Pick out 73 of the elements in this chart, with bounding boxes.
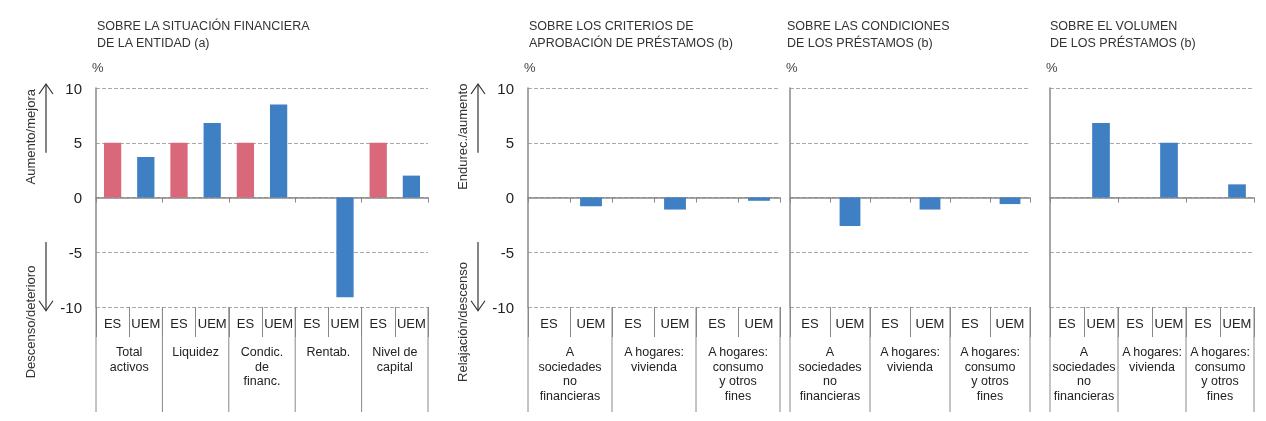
y-axis-title: % <box>786 60 798 75</box>
x-tick-label: UEM <box>995 316 1025 331</box>
x-tick-label: ES <box>303 316 321 331</box>
x-tick-label: ES <box>708 316 726 331</box>
text: A sociedades no financieras <box>538 345 602 403</box>
chart-title: SOBRE LA SITUACIÓN FINANCIERA DE LA ENTIDAD (a) <box>97 17 311 50</box>
text: Nivel de capital <box>372 345 418 374</box>
x-tick-label: UEM <box>330 316 360 331</box>
x-tick-label: ES <box>881 316 899 331</box>
y-tick-label: 5 <box>505 134 514 152</box>
bar <box>203 123 221 198</box>
chart-title: SOBRE EL VOLUMEN DE LOS PRÉSTAMOS (b) <box>1050 18 1196 50</box>
x-tick-label: UEM <box>576 316 606 331</box>
bar <box>236 142 255 198</box>
x-tick-label: ES <box>1126 316 1144 331</box>
bar <box>269 104 288 198</box>
x-tick-label: ES <box>624 316 642 331</box>
y-axis-title: % <box>92 60 104 75</box>
text: Descenso/deterioro <box>22 265 38 379</box>
y-tick-label: -5 <box>68 243 82 261</box>
text: Liquidez <box>172 345 219 360</box>
text: Aumento/mejora <box>22 88 38 185</box>
text: A hogares: vivienda <box>1122 345 1182 374</box>
bar <box>170 142 188 198</box>
bar <box>137 156 155 198</box>
x-tick-label: ES <box>1194 316 1212 331</box>
bar <box>402 175 421 198</box>
x-tick-label: UEM <box>660 316 690 331</box>
x-tick-label: UEM <box>835 316 865 331</box>
x-tick-label: UEM <box>1222 316 1252 331</box>
text: Total activos <box>109 345 149 374</box>
chart-title: SOBRE LOS CRITERIOS DE APROBACIÓN DE PRÉSTAMOS (b) <box>529 18 733 50</box>
x-tick-label: ES <box>540 316 558 331</box>
x-tick-label: UEM <box>744 316 774 331</box>
text: Endurec./aumento <box>454 83 470 190</box>
y-tick-label: 5 <box>73 134 82 152</box>
x-tick-label: UEM <box>264 316 294 331</box>
y-tick-label: -5 <box>500 243 514 261</box>
chart-title: SOBRE LAS CONDICIONES DE LOS PRÉSTAMOS (b) <box>787 18 950 50</box>
text: Condic. de financ. <box>240 345 284 389</box>
x-tick-label: UEM <box>915 316 945 331</box>
x-tick-label: ES <box>1058 316 1076 331</box>
bar <box>336 197 354 298</box>
text: Rentab. <box>306 345 351 360</box>
x-tick-label: ES <box>170 316 188 331</box>
bar <box>369 142 387 198</box>
y-tick-label: -10 <box>492 298 514 316</box>
y-tick-label: 0 <box>505 189 514 206</box>
y-tick-label: 10 <box>65 79 82 97</box>
x-tick-label: ES <box>236 316 255 331</box>
y-axis-title: % <box>1046 60 1058 75</box>
x-tick-label: ES <box>801 316 819 331</box>
x-tick-label: UEM <box>1154 316 1184 331</box>
y-tick-label: 10 <box>497 79 514 97</box>
text: A hogares: vivienda <box>880 345 940 374</box>
text: A hogares: consumo y otros fines <box>708 345 768 403</box>
text: A hogares: consumo y otros fines <box>960 345 1020 403</box>
x-tick-label: ES <box>369 316 388 331</box>
y-axis-title: % <box>524 60 536 75</box>
text: Relajación/descenso <box>454 262 470 382</box>
text: A sociedades no financieras <box>1052 345 1116 403</box>
x-tick-label: ES <box>961 316 979 331</box>
text: A hogares: vivienda <box>624 345 684 374</box>
x-tick-label: ES <box>103 316 122 331</box>
x-tick-label: UEM <box>1086 316 1116 331</box>
x-tick-label: UEM <box>197 316 227 331</box>
bar <box>103 142 122 198</box>
text: A hogares: consumo y otros fines <box>1190 345 1250 403</box>
text: A sociedades no financieras <box>798 345 862 403</box>
x-tick-label: UEM <box>396 316 426 331</box>
y-tick-label: -10 <box>60 298 82 316</box>
x-tick-label: UEM <box>131 316 161 331</box>
y-tick-label: 0 <box>73 189 82 206</box>
